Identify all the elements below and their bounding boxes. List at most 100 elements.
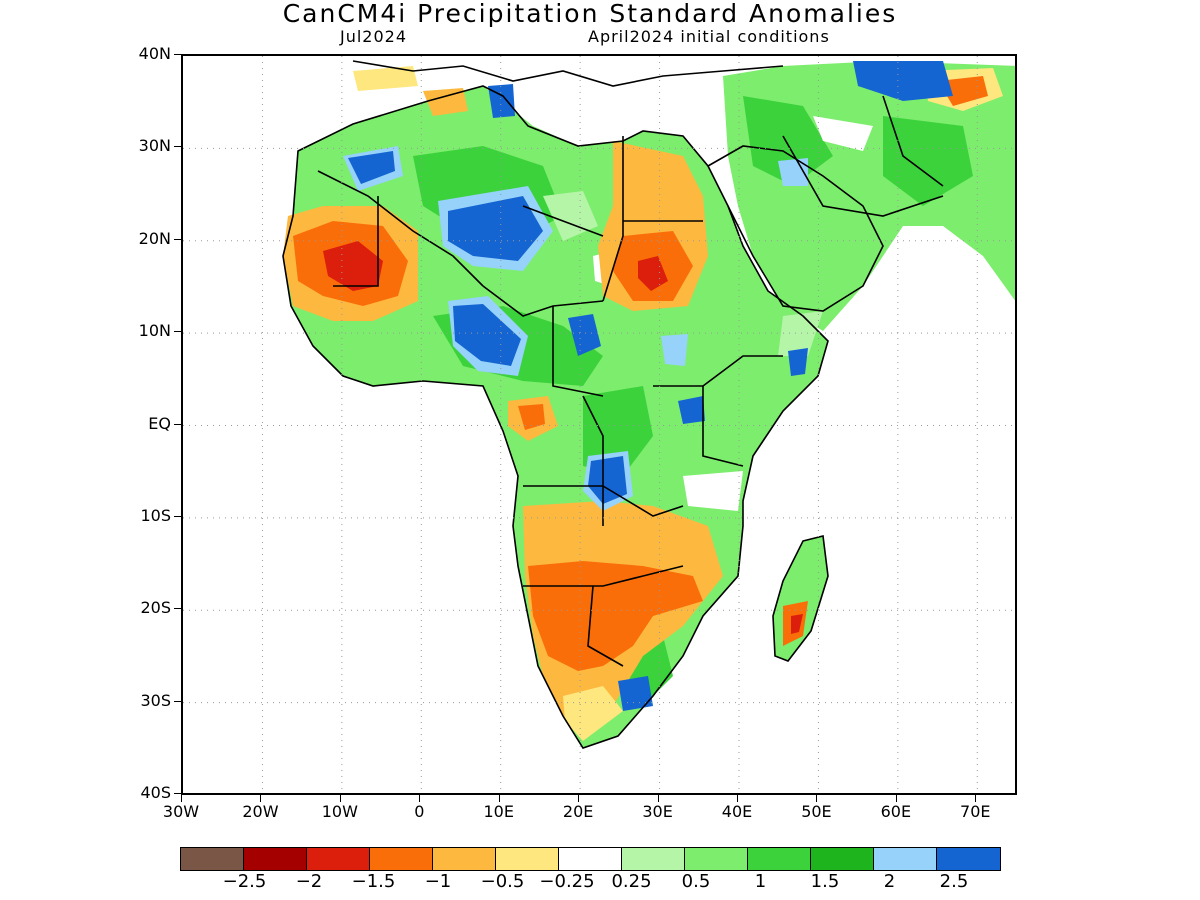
colorbar-label: 1.5 [810, 871, 840, 892]
wet-anomaly-blue [678, 396, 705, 424]
longitude-label: 40E [721, 802, 753, 821]
colorbar-label: 1 [754, 871, 767, 892]
wet-anomaly-blue [778, 158, 808, 186]
forecast-month: Jul2024 [340, 27, 408, 46]
wet-anomaly-blue [661, 334, 688, 366]
latitude-label: 40N [138, 44, 171, 63]
longitude-label: 20W [242, 802, 279, 821]
latitude-label: 10S [140, 505, 171, 525]
anomaly-map [181, 54, 1017, 795]
colorbar-label: −2 [295, 871, 323, 892]
map-title: CanCM4i Precipitation Standard Anomalies [282, 0, 898, 28]
longitude-tick [578, 795, 580, 802]
colorbar-swatch [307, 848, 370, 870]
colorbar-label: −0.25 [539, 871, 595, 892]
country-border [482, 285, 604, 317]
latitude-tick [174, 423, 181, 425]
colorbar-swatch [685, 848, 748, 870]
country-border [333, 196, 379, 287]
colorbar-swatch [181, 848, 244, 870]
country-border [552, 306, 604, 397]
country-border [782, 135, 944, 217]
wet-anomaly-blue [568, 314, 601, 356]
madagascar-coastline [772, 535, 829, 662]
country-border [317, 170, 484, 287]
wet-anomaly-blue [453, 304, 521, 366]
colorbar [180, 847, 1001, 871]
darker-green-patch [583, 386, 653, 476]
country-border [523, 485, 684, 517]
longitude-tick [657, 795, 659, 802]
latitude-tick [174, 515, 181, 517]
longitude-tick [498, 795, 500, 802]
latitude-tick [174, 331, 181, 333]
longitude-label: 50E [801, 802, 832, 821]
initial-conditions-label: April2024 initial conditions [588, 27, 830, 46]
wet-anomaly-blue [788, 348, 808, 376]
colorbar-label: 0.25 [611, 871, 652, 892]
longitude-label: 30E [642, 802, 673, 821]
latitude-label: EQ [148, 413, 171, 433]
latitude-label: 30S [140, 690, 171, 710]
longitude-tick [737, 795, 738, 802]
north-africa-dry [423, 88, 468, 116]
wet-anomaly-blue [618, 676, 653, 711]
longitude-label: 30W [162, 802, 200, 821]
colorbar-label: −0.5 [480, 871, 525, 892]
latitude-label: 20N [138, 228, 171, 248]
colorbar-label: −1.5 [351, 871, 396, 892]
wet-anomaly-blue [853, 61, 953, 101]
latitude-label: 30N [138, 136, 171, 156]
colorbar-swatch [622, 848, 685, 870]
longitude-label: 10E [483, 802, 514, 821]
wet-anomaly-blue [588, 456, 627, 504]
longitude-label: 70E [960, 802, 991, 821]
latitude-tick [174, 238, 181, 240]
country-border [602, 136, 624, 302]
longitude-tick [181, 795, 182, 802]
colorbar-label: −1 [424, 871, 452, 892]
colorbar-label: 2 [883, 871, 896, 892]
latitude-label: 40S [140, 783, 171, 802]
longitude-tick [339, 795, 341, 802]
map-canvas [183, 56, 1015, 793]
latitude-tick [174, 700, 181, 702]
longitude-label: 10W [321, 802, 358, 821]
middle-east-dry-anomaly [938, 76, 988, 106]
colorbar-label: 2.5 [939, 871, 969, 892]
arabian-peninsula-coastline [707, 145, 884, 312]
colorbar-swatch [748, 848, 811, 870]
colorbar-swatch [244, 848, 307, 870]
colorbar-swatch [937, 848, 1000, 870]
country-border [653, 355, 783, 387]
longitude-label: 20E [562, 802, 594, 821]
longitude-label: 0 [414, 802, 425, 821]
sudan-dry-anomaly [638, 256, 668, 291]
longitude-tick [895, 795, 897, 802]
longitude-label: 60E [880, 802, 912, 821]
light-green-patch [778, 311, 823, 356]
darker-green-patch [743, 96, 833, 186]
longitude-tick [816, 795, 818, 802]
colorbar-label: 0.5 [681, 871, 711, 892]
longitude-tick [419, 795, 421, 802]
near-zero-patch [683, 471, 743, 511]
madagascar [773, 536, 828, 661]
southern-africa-dry-anomaly [563, 686, 623, 741]
country-border [882, 95, 944, 187]
colorbar-swatch [370, 848, 433, 870]
west-africa-dry-anomaly [323, 241, 383, 291]
north-africa-dry [353, 66, 418, 91]
latitude-label: 20S [140, 598, 171, 618]
colorbar-swatch [496, 848, 559, 870]
country-border [702, 386, 744, 467]
latitude-tick [174, 54, 181, 55]
colorbar-swatch [559, 848, 622, 870]
colorbar-swatch [433, 848, 496, 870]
latitude-tick [174, 793, 181, 794]
colorbar-swatch [811, 848, 874, 870]
wet-anomaly-blue [448, 196, 543, 261]
latitude-tick [174, 608, 181, 610]
wet-anomaly-blue [348, 151, 395, 184]
darker-green-patch [883, 116, 973, 206]
